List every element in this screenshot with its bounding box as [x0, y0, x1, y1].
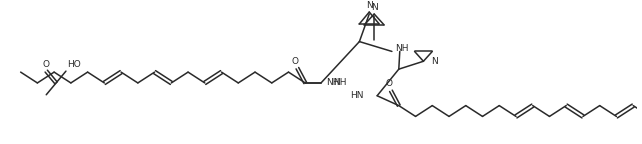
Text: O: O [385, 79, 392, 88]
Text: NH: NH [326, 78, 340, 87]
Text: HN: HN [350, 91, 363, 100]
Text: N: N [371, 3, 377, 12]
Text: HO: HO [67, 60, 81, 69]
Text: N: N [366, 1, 372, 10]
Text: N: N [431, 57, 438, 66]
Text: NH: NH [395, 44, 408, 53]
Text: O: O [43, 60, 49, 69]
Text: NH: NH [333, 78, 346, 87]
Text: O: O [292, 57, 299, 66]
